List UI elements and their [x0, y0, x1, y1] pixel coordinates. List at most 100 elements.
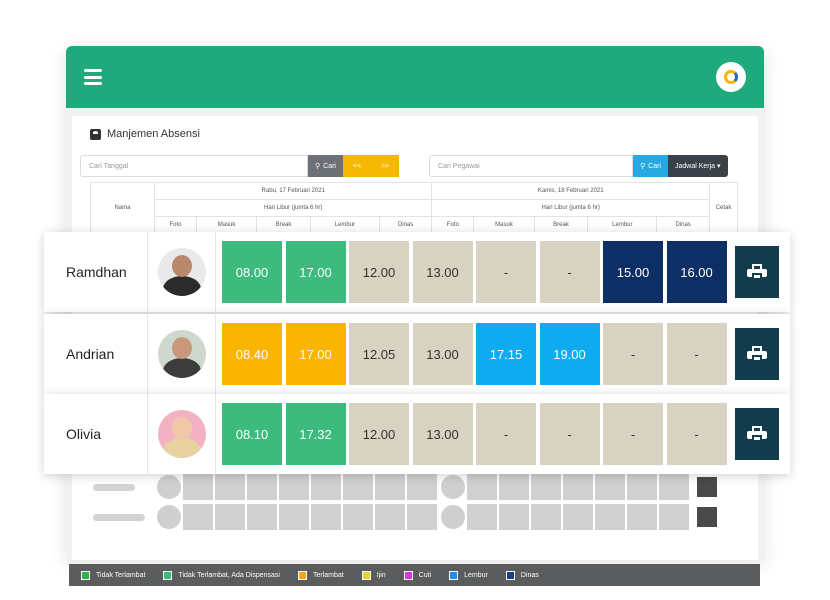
sub-col-duty: Dinas [378, 216, 433, 234]
legend-label: Dinas [520, 571, 539, 579]
time-cell: 17.32 [285, 403, 346, 465]
day1-note: Hari Libur (jumta 6 hr) [153, 199, 433, 217]
print-button[interactable] [735, 328, 779, 380]
placeholder-row [89, 473, 737, 501]
placeholder-row [89, 503, 737, 531]
employee-search: Cari Pegawai ⚲ Cari Jadwal Kerja ▾ [429, 155, 728, 177]
date-search-button-label: Cari [323, 162, 336, 170]
time-cell: - [476, 241, 536, 303]
legend-label: Tidak Terlambat, Ada Dispensasi [178, 571, 280, 579]
sub-col-overtime: Lembur [309, 216, 380, 234]
time-cells: 08.00 17.00 12.00 13.00- -15.00 16.00 [222, 241, 730, 303]
printer-icon [747, 426, 767, 442]
legend-swatch [361, 570, 371, 580]
time-cell: 17.15 [476, 323, 536, 385]
avatar-cell [148, 314, 216, 394]
employee-search-button-label: Cari [648, 162, 661, 170]
panel-title-text: Manjemen Absensi [107, 128, 200, 140]
work-schedule-button[interactable]: Jadwal Kerja ▾ [667, 155, 728, 177]
avatar-cell [148, 394, 216, 474]
time-cell: 13.00 [412, 241, 473, 303]
legend-swatch [297, 570, 307, 580]
legend-item: Tidak Terlambat [81, 570, 146, 580]
date-search-button[interactable]: ⚲ Cari [308, 155, 343, 177]
prev-day-button[interactable]: << [342, 155, 371, 177]
attendance-row[interactable]: Ramdhan 08.00 17.00 12.00 13.00- -15.00 16.00 [44, 232, 790, 312]
date-search-input[interactable]: Cari Tanggal [80, 155, 308, 177]
legend-label: Lembur [464, 571, 488, 579]
top-bar [66, 46, 764, 108]
day2-date: Kamis, 18 Februari 2021 [431, 182, 710, 200]
sub-col-duty: Dinas [656, 216, 710, 234]
legend-swatch [163, 570, 173, 580]
date-search: Cari Tanggal ⚲ Cari << >> [80, 155, 399, 177]
legend-swatch [505, 570, 515, 580]
time-cell: 08.10 [222, 403, 282, 465]
legend-item: Lembur [449, 570, 488, 580]
time-cell: 08.00 [222, 241, 282, 303]
print-button[interactable] [735, 408, 779, 460]
next-day-button[interactable]: >> [370, 155, 399, 177]
time-cell: - [603, 403, 663, 465]
user-card-icon [90, 128, 101, 140]
sub-col-overtime: Lembur [587, 216, 658, 234]
legend-item: Cuti [403, 570, 432, 580]
time-cell: - [539, 403, 600, 465]
time-cell: 19.00 [539, 323, 600, 385]
time-cell: 13.00 [412, 403, 473, 465]
day1-date: Rabu, 17 Februari 2021 [153, 182, 433, 200]
legend-item: Ijin [361, 570, 386, 580]
attendance-row[interactable]: Andrian 08.40 17.00 12.05 13.00 17.15 19.00- - [44, 314, 790, 394]
legend-label: Tidak Terlambat [96, 571, 146, 579]
attendance-row[interactable]: Olivia 08.10 17.32 12.00 13.00- - - - [44, 394, 790, 474]
time-cell: 12.00 [349, 241, 409, 303]
time-cells: 08.10 17.32 12.00 13.00- - - - [222, 403, 730, 465]
time-cell: 17.00 [285, 241, 346, 303]
legend-label: Cuti [418, 571, 432, 579]
hamburger-menu-icon[interactable] [84, 69, 102, 85]
legend-swatch [81, 570, 90, 580]
time-cell: 08.40 [222, 323, 282, 385]
sub-col-in: Masuk [195, 216, 258, 234]
legend-label: Terlambat [312, 571, 344, 579]
employee-search-input[interactable]: Cari Pegawai [429, 155, 633, 177]
time-cell: - [666, 403, 727, 465]
attendance-table-header: Nama Rabu, 17 Februari 2021 Kamis, 18 Fe… [90, 182, 738, 234]
brand-logo [716, 62, 746, 92]
printer-icon [747, 346, 767, 362]
printer-icon [747, 264, 767, 280]
male-avatar-2 [157, 330, 206, 378]
sub-col-in: Masuk [473, 216, 535, 234]
avatar-cell [148, 232, 216, 312]
legend-swatch [403, 570, 413, 580]
legend-item: Terlambat [297, 570, 344, 580]
col-name: Nama [90, 182, 155, 234]
time-cell: - [666, 323, 727, 385]
time-cell: 12.00 [349, 403, 409, 465]
print-button[interactable] [735, 246, 779, 298]
time-cell: 16.00 [666, 241, 727, 303]
search-icon: ⚲ [315, 163, 321, 170]
time-cells: 08.40 17.00 12.05 13.00 17.15 19.00- - [222, 323, 730, 385]
logo-icon [724, 70, 738, 84]
search-icon: ⚲ [640, 163, 646, 170]
time-cell: 12.05 [349, 323, 409, 385]
employee-name: Olivia [44, 394, 148, 474]
legend-item: Dinas [505, 570, 539, 580]
legend-label: Ijin [376, 571, 386, 579]
legend-swatch [449, 570, 459, 580]
female-avatar [157, 410, 206, 458]
legend-item: Tidak Terlambat, Ada Dispensasi [163, 570, 280, 580]
employee-name: Andrian [44, 314, 148, 394]
status-legend: Tidak Terlambat Tidak Terlambat, Ada Disp… [69, 564, 760, 586]
sub-col-photo: Foto [431, 216, 475, 234]
time-cell: 17.00 [285, 323, 346, 385]
panel-title: Manjemen Absensi [90, 128, 200, 140]
time-cell: - [603, 323, 663, 385]
time-cell: - [476, 403, 536, 465]
time-cell: 13.00 [412, 323, 473, 385]
employee-search-button[interactable]: ⚲ Cari [633, 155, 668, 177]
time-cell: 15.00 [603, 241, 663, 303]
time-cell: - [539, 241, 600, 303]
